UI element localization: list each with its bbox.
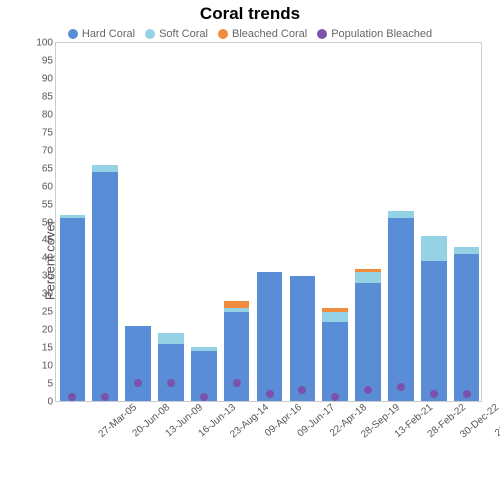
bar-segment — [92, 165, 118, 172]
bar-segment — [191, 347, 217, 351]
x-ticks: 27-Mar-0520-Jun-0813-Jun-0916-Jun-1323-A… — [110, 402, 464, 472]
y-tick: 100 — [25, 38, 53, 49]
bar-group — [421, 43, 447, 401]
bar-group — [92, 43, 118, 401]
bar-segment — [290, 276, 316, 401]
legend-swatch — [218, 29, 228, 39]
bar-group — [257, 43, 283, 401]
y-tick: 65 — [25, 163, 53, 174]
scatter-dot — [266, 390, 274, 398]
bar-segment — [322, 312, 348, 323]
bar-group — [158, 43, 184, 401]
y-tick: 5 — [25, 379, 53, 390]
bar-segment — [158, 344, 184, 401]
y-tick: 70 — [25, 145, 53, 156]
bar-segment — [322, 308, 348, 312]
bar-segment — [60, 218, 86, 401]
legend-item: Hard Coral — [68, 28, 135, 40]
y-tick: 25 — [25, 307, 53, 318]
bar-segment — [322, 322, 348, 401]
legend-swatch — [68, 29, 78, 39]
bar-segment — [355, 269, 381, 273]
y-tick: 0 — [25, 397, 53, 408]
bar-segment — [454, 254, 480, 401]
bar-segment — [355, 283, 381, 401]
y-tick: 75 — [25, 127, 53, 138]
y-tick: 40 — [25, 253, 53, 264]
y-tick: 90 — [25, 73, 53, 84]
y-tick: 10 — [25, 361, 53, 372]
bar-segment — [388, 218, 414, 401]
bar-group — [388, 43, 414, 401]
bar-segment — [454, 247, 480, 254]
bar-group — [60, 43, 86, 401]
bar-group — [191, 43, 217, 401]
bar-group — [355, 43, 381, 401]
y-tick: 15 — [25, 343, 53, 354]
bar-group — [454, 43, 480, 401]
bar-segment — [224, 312, 250, 402]
bar-segment — [125, 326, 151, 401]
y-tick: 50 — [25, 217, 53, 228]
scatter-dot — [233, 379, 241, 387]
chart-area: 0510152025303540455055606570758085909510… — [55, 42, 482, 402]
bar-segment — [60, 215, 86, 219]
y-tick: 35 — [25, 271, 53, 282]
plot-area — [55, 43, 481, 402]
scatter-dot — [134, 379, 142, 387]
scatter-dot — [397, 383, 405, 391]
bar-segment — [224, 308, 250, 312]
scatter-dot — [331, 393, 339, 401]
scatter-dot — [101, 393, 109, 401]
legend-item: Population Bleached — [317, 28, 432, 40]
legend-swatch — [317, 29, 327, 39]
scatter-dot — [200, 393, 208, 401]
bar-group — [224, 43, 250, 401]
bar-segment — [355, 272, 381, 283]
legend-item: Soft Coral — [145, 28, 208, 40]
y-tick: 95 — [25, 55, 53, 66]
bar-segment — [257, 272, 283, 401]
bar-segment — [92, 172, 118, 401]
bar-segment — [421, 236, 447, 261]
bar-segment — [388, 211, 414, 218]
bar-group — [290, 43, 316, 401]
bar-segment — [224, 301, 250, 308]
scatter-dot — [298, 386, 306, 394]
y-tick: 30 — [25, 289, 53, 300]
scatter-dot — [430, 390, 438, 398]
y-tick: 85 — [25, 91, 53, 102]
y-ticks: 0510152025303540455055606570758085909510… — [25, 43, 53, 402]
bar-segment — [421, 261, 447, 401]
bar-segment — [158, 333, 184, 344]
legend-label: Bleached Coral — [232, 28, 307, 40]
y-tick: 20 — [25, 325, 53, 336]
legend-swatch — [145, 29, 155, 39]
scatter-dot — [68, 393, 76, 401]
legend: Hard Coral Soft Coral Bleached Coral Popula… — [0, 24, 500, 42]
scatter-dot — [463, 390, 471, 398]
chart-title: Coral trends — [0, 0, 500, 24]
scatter-dot — [364, 386, 372, 394]
y-tick: 60 — [25, 181, 53, 192]
y-tick: 80 — [25, 109, 53, 120]
bar-group — [322, 43, 348, 401]
y-tick: 45 — [25, 235, 53, 246]
bar-group — [125, 43, 151, 401]
legend-label: Soft Coral — [159, 28, 208, 40]
scatter-dot — [167, 379, 175, 387]
y-tick: 55 — [25, 199, 53, 210]
legend-label: Population Bleached — [331, 28, 432, 40]
legend-label: Hard Coral — [82, 28, 135, 40]
legend-item: Bleached Coral — [218, 28, 307, 40]
